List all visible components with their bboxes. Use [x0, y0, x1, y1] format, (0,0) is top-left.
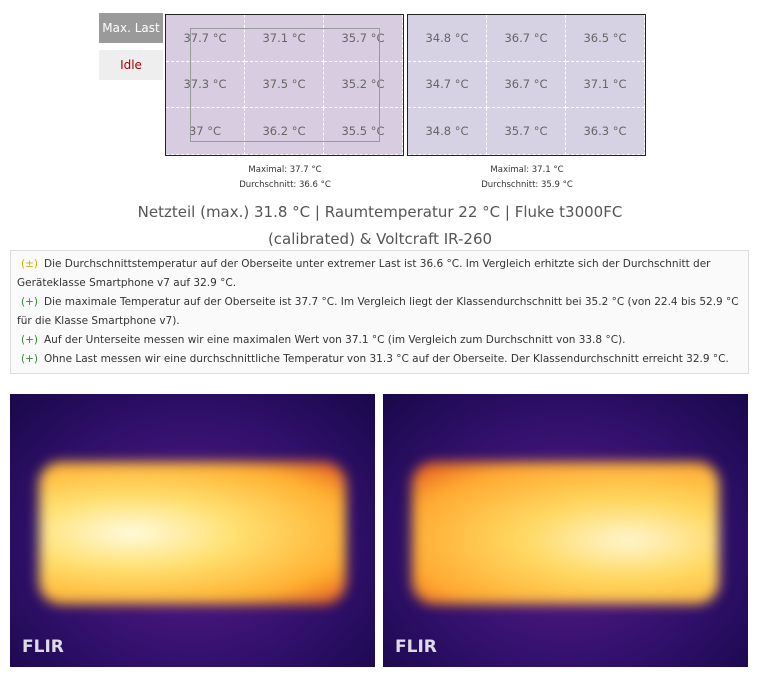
note: (+) Auf der Unterseite messen wir eine ma…	[17, 331, 742, 350]
heat	[39, 462, 346, 605]
note: (+) Die maximale Temperatur auf der Obers…	[17, 293, 742, 331]
cell: 37.1 °C	[566, 61, 645, 109]
logo: FLIR	[22, 637, 64, 657]
cell: 37.1 °C	[245, 15, 324, 62]
cell: 35.7 °C	[324, 15, 403, 62]
cell: 36.2 °C	[245, 108, 324, 155]
tab[interactable]: Idle	[99, 50, 163, 80]
notes: (±) Die Durchschnittstemperatur auf der O…	[10, 250, 749, 374]
cell: 35.7 °C	[487, 108, 566, 155]
cell: 35.5 °C	[324, 108, 403, 155]
heat	[412, 462, 719, 605]
avg-caption: Durchschnitt: 35.9 °C	[481, 180, 573, 190]
note-text: Die Durchschnittstemperatur auf der Ober…	[17, 258, 711, 289]
cell: 34.8 °C	[408, 15, 487, 62]
max-caption: Maximal: 37.1 °C	[490, 165, 564, 175]
heat-grid: 37.7 °C 37.1 °C 35.7 °C 37.3 °C 37.5 °C 35.2 …	[165, 14, 404, 156]
note-marker: (+)	[21, 296, 38, 308]
thermal-image: FLIR	[383, 394, 748, 667]
cell: 36.7 °C	[487, 15, 566, 62]
cell: 37.3 °C	[166, 61, 245, 109]
note-marker: (+)	[21, 353, 38, 365]
cell: 37.5 °C	[245, 61, 324, 109]
tab[interactable]: Max. Last	[99, 13, 163, 43]
cell: 37 °C	[166, 108, 245, 155]
avg-caption: Durchschnitt: 36.6 °C	[239, 180, 331, 190]
cell: 35.2 °C	[324, 61, 403, 109]
logo: FLIR	[395, 637, 437, 657]
note-marker: (±)	[21, 258, 38, 270]
cell: 34.8 °C	[408, 108, 487, 155]
cell: 37.7 °C	[166, 15, 245, 62]
max-caption: Maximal: 37.7 °C	[248, 165, 322, 175]
heat-grid: 34.8 °C 36.7 °C 36.5 °C 34.7 °C 36.7 °C 37.1 …	[407, 14, 646, 156]
note: (+) Ohne Last messen wir eine durchschnit…	[17, 350, 742, 369]
note-marker: (+)	[21, 334, 38, 346]
note-text: Auf der Unterseite messen wir eine maxim…	[44, 334, 626, 346]
cell: 34.7 °C	[408, 61, 487, 109]
note-text: Ohne Last messen wir eine durchschnittli…	[44, 353, 729, 365]
note: (±) Die Durchschnittstemperatur auf der O…	[17, 255, 742, 293]
note-text: Die maximale Temperatur auf der Oberseit…	[17, 296, 739, 327]
summary: Netzteil (max.) 31.8 °C | Raumtemperatur…	[137, 203, 623, 248]
cell: 36.3 °C	[566, 108, 645, 155]
cell: 36.7 °C	[487, 61, 566, 109]
cell: 36.5 °C	[566, 15, 645, 62]
thermal-image: FLIR	[10, 394, 375, 667]
